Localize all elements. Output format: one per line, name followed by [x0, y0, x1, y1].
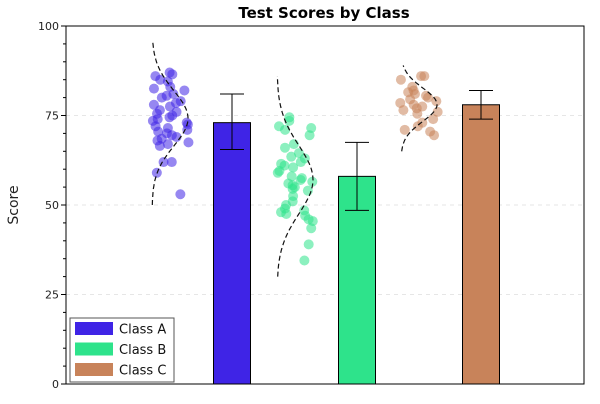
data-point — [272, 167, 283, 178]
density-curve — [151, 40, 189, 206]
y-tick-label: 50 — [45, 199, 59, 212]
data-point — [428, 114, 439, 125]
data-point — [299, 255, 310, 266]
data-point — [284, 115, 295, 126]
y-tick-label: 25 — [45, 289, 59, 302]
data-point — [416, 71, 427, 82]
data-point — [280, 124, 291, 135]
y-tick-label: 75 — [45, 110, 59, 123]
legend-swatch — [75, 322, 113, 335]
chart-title: Test Scores by Class — [238, 4, 409, 22]
data-point — [287, 183, 298, 194]
data-point — [288, 162, 299, 173]
data-point — [182, 124, 193, 135]
data-point — [156, 92, 167, 103]
data-point — [281, 208, 292, 219]
legend-label: Class C — [119, 364, 166, 379]
density-curve — [276, 76, 314, 277]
data-point — [286, 151, 297, 162]
data-point — [412, 108, 423, 119]
data-point — [429, 130, 440, 141]
grid-layer — [66, 115, 584, 295]
data-point — [306, 223, 317, 234]
data-point — [295, 157, 306, 168]
data-point — [155, 74, 166, 85]
data-point — [307, 176, 318, 187]
points-layer — [147, 40, 443, 277]
bar — [462, 104, 500, 385]
legend-label: Class A — [119, 323, 166, 338]
bars-layer — [213, 89, 500, 385]
legend: Class A Class B Class C — [69, 317, 175, 383]
legend-swatch — [75, 342, 113, 356]
data-point — [302, 185, 313, 196]
data-point — [279, 142, 290, 153]
data-point — [398, 105, 409, 116]
y-axis: 0 25 50 75 100 — [38, 20, 66, 391]
data-point — [164, 112, 175, 123]
data-point — [162, 139, 173, 150]
y-axis-label: Score — [6, 185, 22, 224]
legend-swatch — [75, 363, 113, 376]
data-point — [432, 106, 443, 117]
data-point — [423, 92, 434, 103]
y-tick-label: 0 — [52, 378, 59, 391]
density-curve — [401, 65, 438, 152]
data-point — [295, 174, 306, 185]
data-point — [395, 74, 406, 85]
data-point — [148, 83, 159, 94]
bar — [213, 122, 251, 385]
data-point — [154, 140, 165, 151]
y-tick-label: 100 — [38, 20, 59, 33]
data-point — [167, 69, 178, 80]
data-point — [303, 239, 314, 250]
data-point — [166, 157, 177, 168]
data-point — [175, 189, 186, 200]
data-point — [399, 124, 410, 135]
data-point — [179, 85, 190, 96]
legend-label: Class B — [119, 343, 166, 358]
data-point — [183, 137, 194, 148]
data-point — [304, 130, 315, 141]
